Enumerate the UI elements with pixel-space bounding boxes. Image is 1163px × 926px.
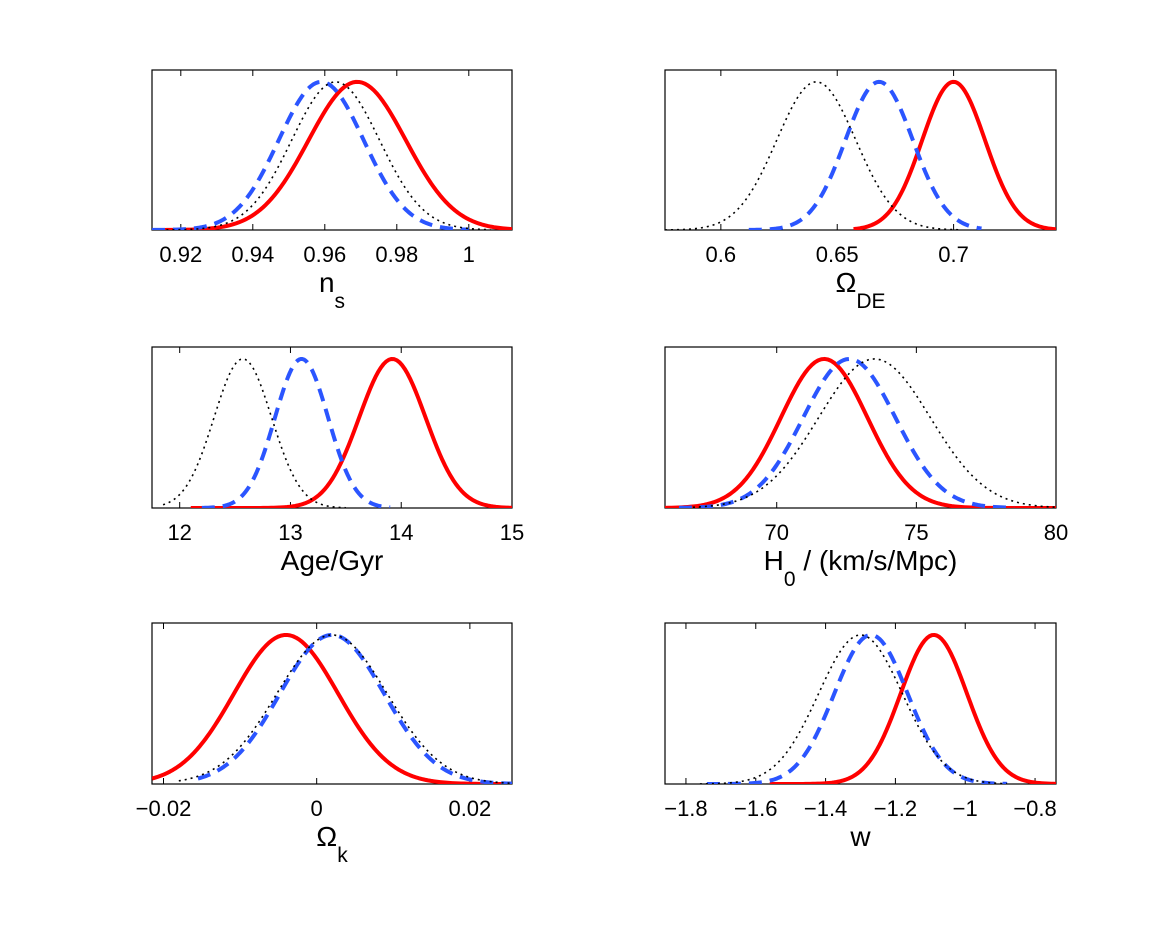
x-tick-label: 70 <box>764 520 788 545</box>
panel-5: −0.02 0 0.02 Ωk <box>136 622 513 867</box>
x-tick-label: 0.02 <box>448 796 491 821</box>
x-tick-label: 15 <box>500 520 524 545</box>
plot-frame <box>151 69 513 231</box>
x-tick-label: −1.2 <box>874 796 917 821</box>
series-dashed-curve <box>201 356 391 508</box>
panel-1: 0.92 0.94 0.96 0.98 1 ns <box>151 69 513 313</box>
plot-frame <box>664 69 1057 231</box>
x-tick-label: 0.92 <box>159 242 202 267</box>
x-tick-label: 12 <box>167 520 191 545</box>
series-dashed-curve <box>152 79 469 230</box>
series-dashed-curve <box>197 632 512 784</box>
x-tick-label: −1.6 <box>734 796 777 821</box>
x-tick-label: 0.94 <box>231 242 274 267</box>
x-axis-label: w <box>849 821 871 852</box>
x-tick-label: −1.4 <box>804 796 847 821</box>
x-axis-label: Age/Gyr <box>281 545 384 576</box>
series-solid-curve <box>665 356 1056 508</box>
x-tick-label: 0.7 <box>938 242 969 267</box>
x-tick-label: 80 <box>1044 520 1068 545</box>
x-axis-label: ns <box>319 267 345 313</box>
x-tick-label: 0.96 <box>303 242 346 267</box>
x-tick-label: −1 <box>953 796 978 821</box>
series-solid-curve <box>853 79 1056 230</box>
x-tick-label: 0.65 <box>816 242 859 267</box>
x-tick-label: −0.02 <box>136 796 192 821</box>
panel-3: 12 13 14 15 Age/Gyr <box>151 346 524 576</box>
plot-frame <box>664 622 1057 785</box>
x-axis-label: Ωk <box>316 821 348 867</box>
series-dashed-curve <box>748 79 982 230</box>
x-tick-label: 14 <box>389 520 413 545</box>
series-solid-curve <box>769 632 1056 784</box>
series-dotted-curve <box>665 81 959 230</box>
x-tick-label: 13 <box>278 520 302 545</box>
panel-6: −1.8 −1.6 −1.4 −1.2 −1 −0.8 w <box>664 622 1057 852</box>
x-axis-label: ΩDE <box>835 267 885 313</box>
panel-4: 70 75 80 H0 / (km/s/Mpc) <box>664 346 1068 591</box>
series-dotted-curve <box>178 634 512 784</box>
x-tick-label: −1.8 <box>664 796 707 821</box>
x-tick-label: 0.6 <box>706 242 737 267</box>
series-dotted-curve <box>166 81 491 230</box>
series-dotted-curve <box>692 358 1056 508</box>
series-solid-curve <box>152 632 512 784</box>
x-tick-label: 0.98 <box>375 242 418 267</box>
plot-frame <box>151 622 513 785</box>
x-tick-label: 0 <box>311 796 323 821</box>
series-dashed-curve <box>678 356 1015 508</box>
panel-2: 0.6 0.65 0.7 ΩDE <box>664 69 1057 313</box>
x-axis-label: H0 / (km/s/Mpc) <box>764 545 958 591</box>
x-tick-label: −0.8 <box>1013 796 1056 821</box>
series-solid-curve <box>190 356 512 508</box>
series-solid-curve <box>152 79 512 230</box>
plot-frame <box>664 346 1057 509</box>
x-tick-label: 1 <box>463 242 475 267</box>
series-dashed-curve <box>706 632 1008 784</box>
x-tick-label: 75 <box>904 520 928 545</box>
